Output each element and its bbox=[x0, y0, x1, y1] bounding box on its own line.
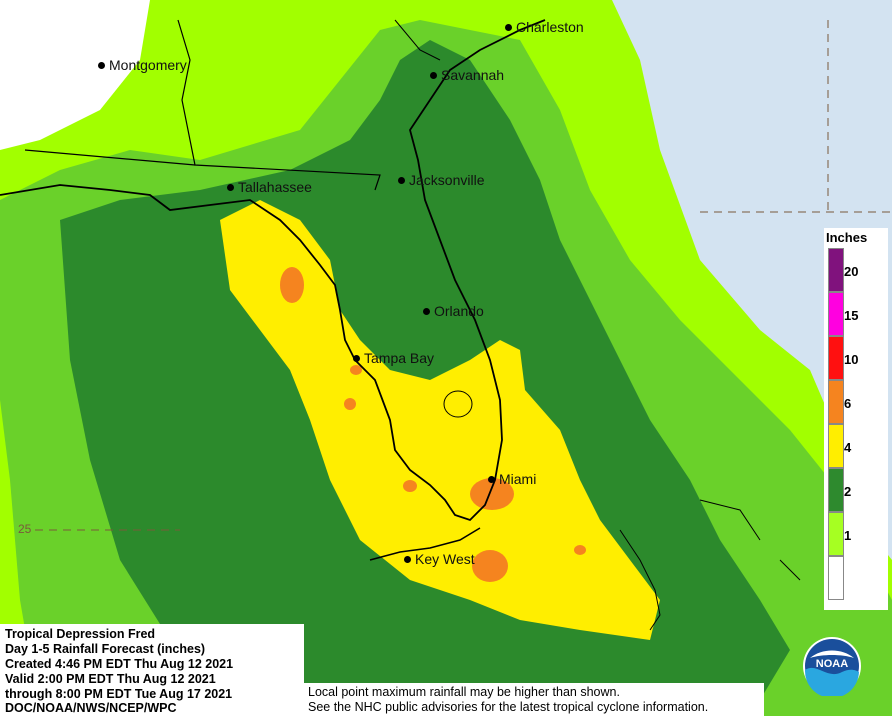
city-name: Montgomery bbox=[109, 57, 187, 73]
legend-swatch bbox=[828, 292, 844, 336]
legend-label: 6 bbox=[844, 396, 852, 411]
city-montgomery: Montgomery bbox=[98, 58, 187, 72]
city-name: Key West bbox=[415, 551, 475, 567]
city-dot bbox=[227, 183, 234, 191]
legend-label: 2 bbox=[844, 484, 852, 499]
city-name: Savannah bbox=[441, 67, 505, 83]
city-name: Miami bbox=[499, 471, 537, 487]
city-dot bbox=[398, 176, 405, 184]
forecast-type: Day 1-5 Rainfall Forecast (inches) bbox=[5, 642, 206, 656]
valid-end: through 8:00 PM EDT Tue Aug 17 2021 bbox=[5, 687, 233, 701]
legend-swatch bbox=[828, 248, 844, 292]
legend-swatch bbox=[828, 468, 844, 512]
city-jacksonville: Jacksonville bbox=[398, 173, 484, 187]
city-name: Tallahassee bbox=[238, 179, 312, 195]
city-dot bbox=[353, 354, 360, 362]
created-time: Created 4:46 PM EDT Thu Aug 12 2021 bbox=[5, 657, 234, 671]
legend-label: 10 bbox=[844, 352, 859, 367]
legend-swatch bbox=[828, 380, 844, 424]
city-name: Tampa Bay bbox=[364, 350, 435, 366]
city-dot bbox=[404, 555, 411, 563]
city-name: Charleston bbox=[516, 19, 584, 35]
valid-start: Valid 2:00 PM EDT Thu Aug 12 2021 bbox=[5, 672, 216, 686]
legend-label: 20 bbox=[844, 264, 859, 279]
latitude-label: 25 bbox=[18, 522, 32, 536]
city-dot bbox=[488, 475, 495, 483]
rainfall-legend: Inches 20 15 10 6 4 2 1 bbox=[824, 228, 888, 610]
legend-title: Inches bbox=[826, 230, 868, 245]
legend-label: 1 bbox=[844, 528, 852, 543]
noaa-logo-text: NOAA bbox=[816, 658, 848, 670]
storm-name: Tropical Depression Fred bbox=[5, 627, 156, 641]
city-name: Jacksonville bbox=[409, 172, 485, 188]
agency-credit: DOC/NOAA/NWS/NCEP/WPC bbox=[5, 701, 177, 715]
legend-swatch bbox=[828, 512, 844, 556]
city-tampa-bay: Tampa Bay bbox=[353, 351, 434, 365]
city-dot bbox=[430, 71, 437, 79]
legend-swatch bbox=[828, 556, 844, 600]
city-name: Orlando bbox=[434, 303, 484, 319]
city-savannah: Savannah bbox=[430, 68, 504, 82]
legend-swatch bbox=[828, 424, 844, 468]
noaa-logo: NOAA bbox=[803, 637, 861, 696]
city-orlando: Orlando bbox=[423, 304, 484, 318]
disclaimer-line-1: Local point maximum rainfall may be high… bbox=[308, 685, 620, 699]
city-tallahassee: Tallahassee bbox=[227, 180, 312, 194]
legend-label: 15 bbox=[844, 308, 859, 323]
legend-swatch bbox=[828, 336, 844, 380]
city-dot bbox=[423, 307, 430, 315]
city-dot bbox=[98, 61, 105, 69]
legend-label: 4 bbox=[844, 440, 852, 455]
city-miami: Miami bbox=[488, 472, 536, 486]
city-key-west: Key West bbox=[404, 552, 475, 566]
disclaimer-line-2: See the NHC public advisories for the la… bbox=[308, 700, 709, 714]
disclaimer-box: Local point maximum rainfall may be high… bbox=[304, 683, 764, 716]
forecast-info-box: Tropical Depression Fred Day 1-5 Rainfal… bbox=[0, 624, 304, 716]
city-dot bbox=[505, 23, 512, 31]
city-charleston: Charleston bbox=[505, 20, 584, 34]
